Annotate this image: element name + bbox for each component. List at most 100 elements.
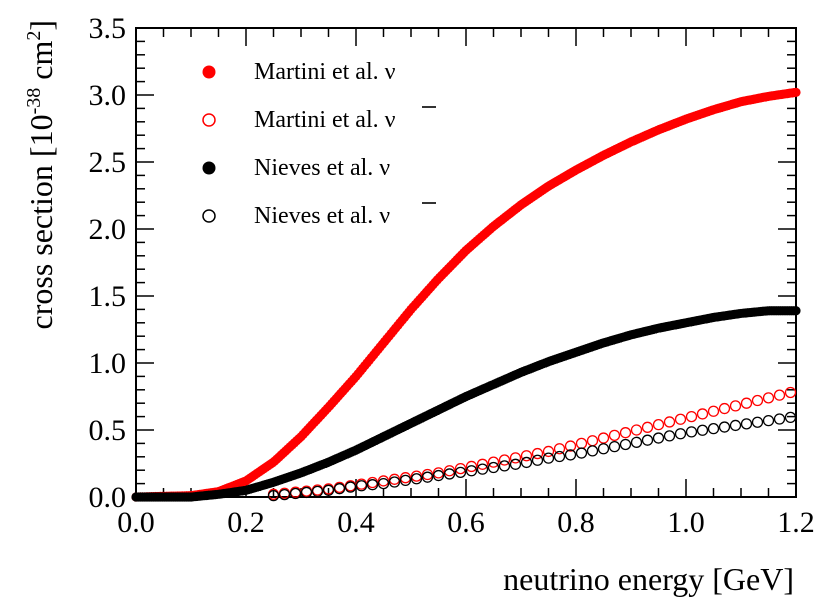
data-point xyxy=(322,484,335,496)
data-point xyxy=(454,466,467,478)
data-point xyxy=(663,430,676,442)
data-point xyxy=(355,480,368,492)
data-point xyxy=(388,473,401,485)
series-martini-neutrino xyxy=(131,87,801,502)
data-point xyxy=(498,460,511,472)
plot-frame xyxy=(135,27,797,498)
data-point xyxy=(487,461,500,474)
data-point xyxy=(564,449,577,461)
data-point xyxy=(597,432,610,444)
legend-label-base: Martini et al. xyxy=(254,107,385,133)
data-point xyxy=(465,465,478,477)
legend-label: Nieves et al. ν xyxy=(254,155,390,181)
data-point xyxy=(729,419,742,432)
legend-item: Martini et al. ν xyxy=(202,59,396,85)
legend-label-base: Martini et al. xyxy=(254,59,385,85)
legend-label: Martini et al. ν xyxy=(254,107,396,133)
data-point xyxy=(696,408,709,420)
data-point xyxy=(784,411,797,424)
data-point xyxy=(300,486,313,499)
legend-label: Martini et al. ν xyxy=(254,59,396,85)
x-tick-label: 0.4 xyxy=(337,506,375,539)
data-point xyxy=(289,487,302,500)
y-axis-title-main: cross section [10 xyxy=(23,114,59,329)
legend-label-base: Nieves et al. xyxy=(254,203,379,229)
legend-marker xyxy=(202,65,216,79)
data-point xyxy=(553,450,566,463)
data-point xyxy=(476,463,489,475)
data-point xyxy=(344,481,357,493)
data-point xyxy=(410,470,423,482)
data-point xyxy=(751,394,764,407)
y-tick-label: 0.5 xyxy=(89,414,127,447)
data-point xyxy=(586,435,599,447)
data-point xyxy=(740,397,753,409)
legend-item: Nieves et al. ν xyxy=(202,155,390,181)
data-point xyxy=(542,452,555,464)
x-tick-label: 1.0 xyxy=(667,506,705,539)
data-point xyxy=(707,423,720,435)
data-point xyxy=(454,462,467,475)
data-point xyxy=(740,418,753,430)
data-point xyxy=(278,488,291,501)
data-point xyxy=(377,475,390,487)
data-point xyxy=(564,440,577,452)
data-point xyxy=(410,473,423,485)
x-tick-label: 1.2 xyxy=(777,506,815,539)
data-point xyxy=(575,447,588,459)
data-point xyxy=(399,474,412,487)
legend-item: Martini et al. ν xyxy=(202,106,436,133)
data-point xyxy=(707,405,720,417)
data-point xyxy=(432,467,445,479)
data-point xyxy=(421,468,434,481)
data-point xyxy=(608,429,621,442)
y-tick-label: 3.0 xyxy=(89,79,127,112)
y-axis-title: cross section [10-38 cm2] xyxy=(23,20,59,329)
data-point xyxy=(641,434,654,446)
data-point xyxy=(366,479,379,491)
x-tick-label: 0.2 xyxy=(227,506,265,539)
data-point xyxy=(586,445,599,457)
data-point xyxy=(773,389,786,401)
data-point xyxy=(443,468,456,480)
legend-label-symbol: ν xyxy=(379,155,390,181)
data-point xyxy=(531,454,544,466)
data-point xyxy=(718,402,731,415)
data-point xyxy=(597,443,610,455)
series-nieves-neutrino xyxy=(131,306,801,502)
data-point xyxy=(630,424,643,436)
y-tick-label: 0.0 xyxy=(89,481,127,514)
data-point xyxy=(696,424,709,436)
data-point xyxy=(674,428,687,440)
data-point xyxy=(685,426,698,438)
data-point xyxy=(421,471,434,483)
x-tick-label: 0.8 xyxy=(557,506,595,539)
data-point xyxy=(718,421,731,433)
data-point xyxy=(443,465,456,477)
data-point xyxy=(267,490,280,502)
data-point xyxy=(751,416,764,428)
legend-label-base: Nieves et al. xyxy=(254,155,379,181)
data-point xyxy=(520,450,533,462)
data-point xyxy=(432,469,445,482)
data-point xyxy=(509,452,522,464)
data-point xyxy=(630,436,643,448)
legend-label-symbol: ν xyxy=(385,59,396,85)
legend-label-symbol: ν xyxy=(379,203,390,229)
y-axis-title-unit: cm xyxy=(23,41,59,88)
y-tick-label: 2.0 xyxy=(89,213,127,246)
y-tick-label: 1.5 xyxy=(89,280,127,313)
legend-label-symbol: ν xyxy=(385,107,396,133)
data-point xyxy=(773,413,786,425)
y-tick-label: 2.5 xyxy=(89,146,127,179)
x-axis-title: neutrino energy [GeV] xyxy=(503,561,794,597)
data-point xyxy=(542,445,555,458)
data-point xyxy=(791,87,801,97)
data-point xyxy=(377,477,390,490)
data-point xyxy=(619,427,632,439)
ticks-group: 0.0 0.2 0.4 0.6 0.8 1.0 1.2 0.0 0.5 1.0 1.5 2.0 2.5 3… xyxy=(89,12,815,539)
legend-item: Nieves et al. ν xyxy=(202,202,436,229)
data-point xyxy=(608,440,621,453)
legend-marker xyxy=(202,161,216,175)
